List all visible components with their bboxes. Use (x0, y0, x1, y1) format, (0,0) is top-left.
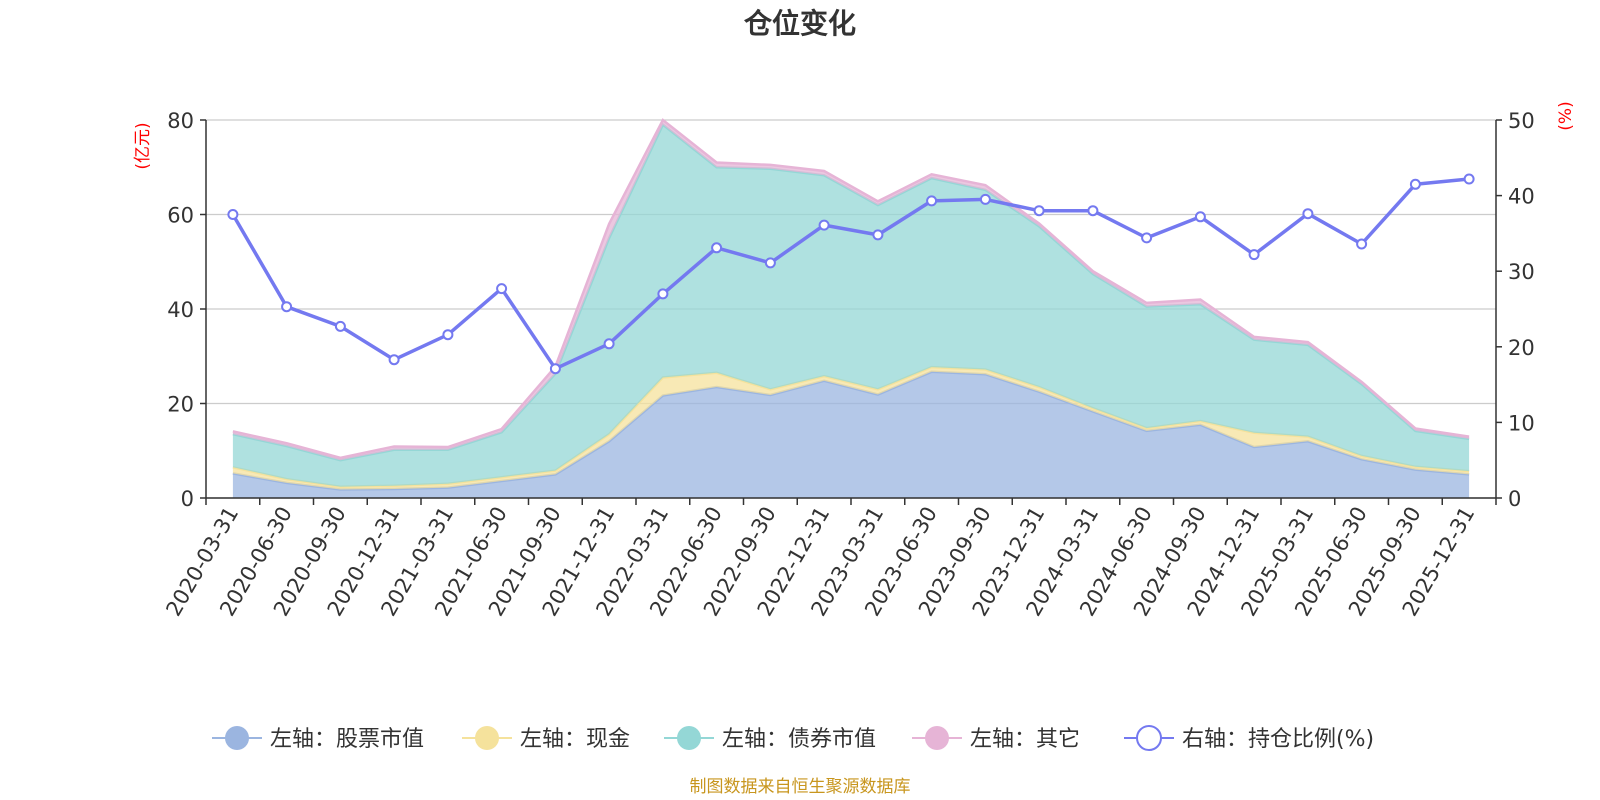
ratio-point (496, 283, 508, 295)
ratio-point (1033, 205, 1045, 217)
ratio-point (979, 193, 991, 205)
ratio-point (227, 209, 239, 220)
legend-label: 右轴：持仓比例(%) (1182, 727, 1374, 752)
ratio-point (1087, 205, 1099, 217)
ratio-point (1463, 173, 1475, 185)
ratio-point (334, 320, 346, 332)
ratio-point (764, 257, 776, 269)
ratio-point (281, 301, 293, 313)
chart-title: 仓位变化 (744, 7, 856, 40)
ratio-point (1409, 178, 1421, 190)
ratio-point (1248, 249, 1260, 261)
legend-label: 左轴：现金 (520, 727, 630, 752)
right-tick-label: 50 (1508, 109, 1535, 133)
ratio-point (1356, 238, 1368, 250)
ratio-point (603, 338, 615, 350)
ratio-point (1141, 232, 1153, 244)
ratio-point (711, 242, 723, 254)
stacked-areas (232, 118, 1470, 498)
ratio-point (926, 195, 938, 207)
left-tick-label: 20 (167, 393, 194, 417)
ratio-point (549, 363, 561, 375)
legend-label: 左轴：债券市值 (722, 727, 876, 752)
area-series (232, 371, 1470, 498)
right-tick-label: 30 (1508, 260, 1535, 284)
area-series-edge (232, 118, 1470, 460)
ratio-point (657, 288, 669, 300)
legend-label: 左轴：其它 (970, 727, 1080, 752)
legend-item: 左轴：债券市值 (664, 726, 876, 752)
right-tick-label: 20 (1508, 336, 1535, 360)
ratio-line (227, 173, 1475, 375)
legend: 左轴：股票市值 左轴：现金 左轴：债券市值 左轴：其它 右轴：持仓比例(%) (212, 725, 1374, 752)
legend-marker (925, 726, 949, 750)
legend-marker (225, 726, 249, 750)
legend-marker (475, 726, 499, 750)
area-series (232, 367, 1470, 490)
ratio-point (1194, 211, 1206, 223)
right-tick-label: 40 (1508, 185, 1535, 209)
legend-item: 左轴：股票市值 (212, 726, 424, 752)
left-tick-label: 60 (167, 204, 194, 228)
area-series (232, 124, 1470, 487)
legend-marker (677, 726, 701, 750)
ratio-point (1302, 208, 1314, 220)
area-series (232, 120, 1470, 461)
left-axis-label: (亿元) (133, 122, 153, 169)
ratio-point (818, 219, 830, 231)
legend-item: 左轴：现金 (462, 726, 630, 752)
legend-marker (1136, 725, 1162, 751)
ratio-point (388, 354, 400, 366)
left-tick-label: 40 (167, 298, 194, 322)
legend-item: 右轴：持仓比例(%) (1124, 725, 1374, 752)
ratio-line-path (231, 177, 1470, 371)
source-note: 制图数据来自恒生聚源数据库 (690, 777, 911, 797)
right-tick-label: 10 (1508, 411, 1535, 435)
ratio-point (442, 329, 454, 341)
right-tick-label: 0 (1508, 487, 1521, 511)
left-tick-label: 80 (167, 109, 194, 133)
left-tick-label: 0 (181, 487, 194, 511)
legend-item: 左轴：其它 (912, 726, 1080, 752)
right-axis-label: (%) (1556, 101, 1576, 130)
legend-label: 左轴：股票市值 (270, 727, 424, 752)
ratio-point (872, 229, 884, 241)
